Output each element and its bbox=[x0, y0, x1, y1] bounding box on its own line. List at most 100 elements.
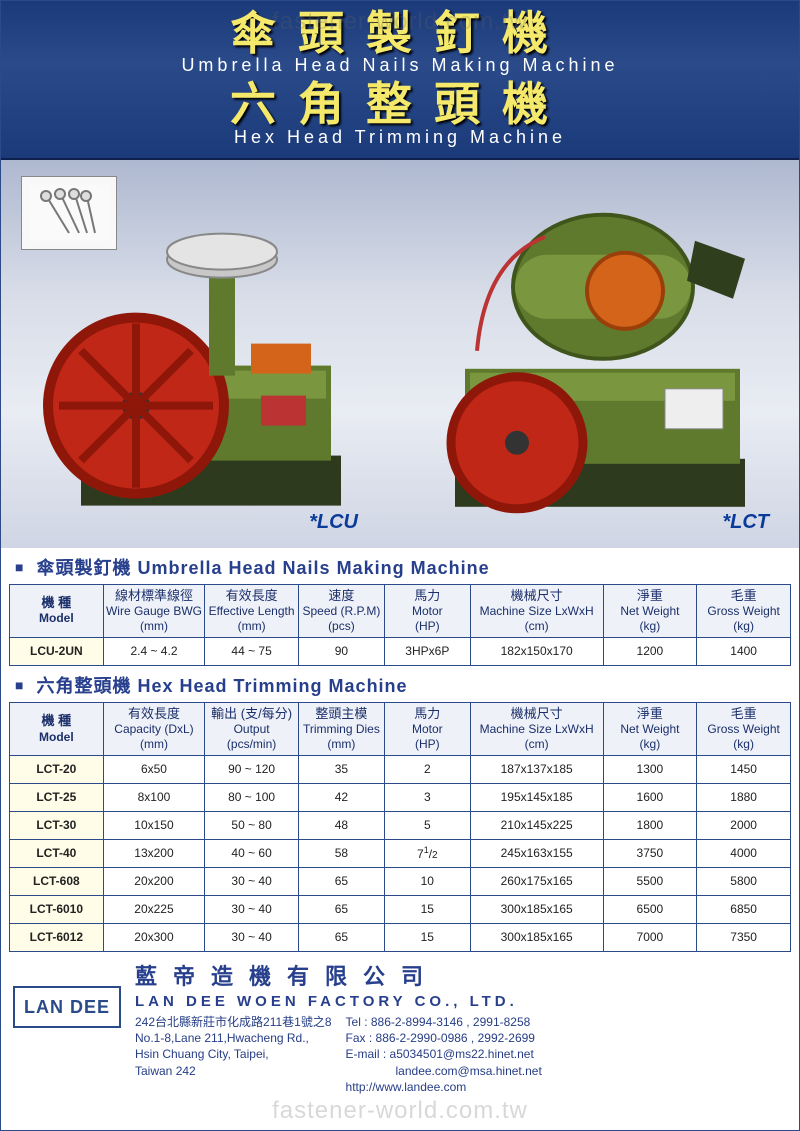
cell-value: 195x145x185 bbox=[470, 784, 603, 812]
cell-value: 15 bbox=[384, 896, 470, 924]
section1-title-en: Umbrella Head Nails Making Machine bbox=[138, 558, 490, 578]
footer-contact: Tel : 886-2-8994-3146 , 2991-8258 Fax : … bbox=[346, 1014, 542, 1095]
section1-title-cn: 傘頭製釘機 bbox=[36, 558, 131, 578]
machine-right-lct: *LCT bbox=[400, 170, 789, 538]
cell-value: 6x50 bbox=[103, 756, 205, 784]
cell-value: 300x185x165 bbox=[470, 896, 603, 924]
contact-fax: Fax : 886-2-2990-0986 , 2992-2699 bbox=[346, 1030, 542, 1046]
machine-left-lcu: *LCU bbox=[11, 170, 400, 538]
cell-value: 187x137x185 bbox=[470, 756, 603, 784]
column-header: 整頭主模Trimming Dies(mm) bbox=[298, 702, 384, 755]
footer-address: 242台北縣新莊市化成路211巷1號之8 No.1-8,Lane 211,Hwa… bbox=[135, 1014, 332, 1095]
cell-value: 5500 bbox=[603, 868, 697, 896]
cell-value: 42 bbox=[298, 784, 384, 812]
header-title-cn-2: 六角整頭機 bbox=[13, 80, 787, 128]
cell-value: 1450 bbox=[697, 756, 791, 784]
table-row: LCT-601020x22530 ~ 406515300x185x1656500… bbox=[10, 896, 791, 924]
section1-title: ■ 傘頭製釘機 Umbrella Head Nails Making Machi… bbox=[1, 548, 799, 584]
column-header: 輸出 (支/每分)Output(pcs/min) bbox=[205, 702, 299, 755]
cell-model: LCT-30 bbox=[10, 812, 104, 840]
cell-value: 260x175x165 bbox=[470, 868, 603, 896]
header-banner: 傘頭製釘機 Umbrella Head Nails Making Machine… bbox=[1, 1, 799, 160]
addr-cn: 242台北縣新莊市化成路211巷1號之8 bbox=[135, 1014, 332, 1030]
contact-url: http://www.landee.com bbox=[346, 1079, 542, 1095]
contact-email2: landee.com@msa.hinet.net bbox=[346, 1063, 542, 1079]
section2-title-cn: 六角整頭機 bbox=[36, 676, 131, 696]
cell-value: 15 bbox=[384, 924, 470, 952]
cell-value: 48 bbox=[298, 812, 384, 840]
table-lct: 機 種Model有效長度Capacity (DxL)(mm)輸出 (支/每分)O… bbox=[9, 702, 791, 952]
product-photo-area: *LCU *LCT bbox=[1, 160, 799, 548]
cell-value: 1880 bbox=[697, 784, 791, 812]
table-row: LCT-4013x20040 ~ 605871/2245x163x1553750… bbox=[10, 840, 791, 868]
column-header: 毛重Gross Weight(kg) bbox=[697, 702, 791, 755]
contact-tel: Tel : 886-2-8994-3146 , 2991-8258 bbox=[346, 1014, 542, 1030]
addr-en1: No.1-8,Lane 211,Hwacheng Rd., bbox=[135, 1030, 332, 1046]
cell-value: 6500 bbox=[603, 896, 697, 924]
cell-value: 245x163x155 bbox=[470, 840, 603, 868]
cell-value: 30 ~ 40 bbox=[205, 896, 299, 924]
cell-value: 65 bbox=[298, 924, 384, 952]
table-lcu: 機 種Model線材標準線徑Wire Gauge BWG(mm)有效長度Effe… bbox=[9, 584, 791, 666]
table-row: LCT-601220x30030 ~ 406515300x185x1657000… bbox=[10, 924, 791, 952]
cell-value: 20x225 bbox=[103, 896, 205, 924]
section2-title: ■ 六角整頭機 Hex Head Trimming Machine bbox=[1, 666, 799, 702]
cell-value: 182x150x170 bbox=[470, 637, 603, 665]
cell-value: 1800 bbox=[603, 812, 697, 840]
cell-value: 65 bbox=[298, 896, 384, 924]
cell-value: 6850 bbox=[697, 896, 791, 924]
cell-value: 3HPx6P bbox=[384, 637, 470, 665]
model-label-lct: *LCT bbox=[722, 511, 769, 534]
cell-value: 1400 bbox=[697, 637, 791, 665]
cell-model: LCT-25 bbox=[10, 784, 104, 812]
column-header: 線材標準線徑Wire Gauge BWG(mm) bbox=[103, 584, 205, 637]
cell-value: 58 bbox=[298, 840, 384, 868]
table-row: LCU-2UN2.4 ~ 4.244 ~ 75903HPx6P182x150x1… bbox=[10, 637, 791, 665]
cell-value: 5800 bbox=[697, 868, 791, 896]
cell-value: 2000 bbox=[697, 812, 791, 840]
cell-model: LCU-2UN bbox=[10, 637, 104, 665]
cell-value: 3750 bbox=[603, 840, 697, 868]
cell-value: 2.4 ~ 4.2 bbox=[103, 637, 205, 665]
cell-value: 13x200 bbox=[103, 840, 205, 868]
cell-value: 300x185x165 bbox=[470, 924, 603, 952]
addr-en2: Hsin Chuang City, Taipei, bbox=[135, 1046, 332, 1062]
cell-value: 3 bbox=[384, 784, 470, 812]
contact-email: E-mail : a5034501@ms22.hinet.net bbox=[346, 1046, 542, 1062]
cell-value: 44 ~ 75 bbox=[205, 637, 299, 665]
cell-model: LCT-20 bbox=[10, 756, 104, 784]
addr-en3: Taiwan 242 bbox=[135, 1063, 332, 1079]
column-header: 馬力Motor(HP) bbox=[384, 702, 470, 755]
cell-value: 71/2 bbox=[384, 840, 470, 868]
column-header: 有效長度Effective Length(mm) bbox=[205, 584, 299, 637]
cell-model: LCT-6010 bbox=[10, 896, 104, 924]
header-title-en-2: Hex Head Trimming Machine bbox=[13, 127, 787, 148]
cell-model: LCT-608 bbox=[10, 868, 104, 896]
cell-value: 7350 bbox=[697, 924, 791, 952]
cell-value: 10x150 bbox=[103, 812, 205, 840]
column-header: 淨重Net Weight(kg) bbox=[603, 702, 697, 755]
cell-value: 40 ~ 60 bbox=[205, 840, 299, 868]
cell-value: 7000 bbox=[603, 924, 697, 952]
section2-title-en: Hex Head Trimming Machine bbox=[138, 676, 408, 696]
cell-value: 210x145x225 bbox=[470, 812, 603, 840]
cell-value: 35 bbox=[298, 756, 384, 784]
page-container: 傘頭製釘機 Umbrella Head Nails Making Machine… bbox=[0, 0, 800, 1131]
cell-value: 1600 bbox=[603, 784, 697, 812]
table-row: LCT-258x10080 ~ 100423195x145x1851600188… bbox=[10, 784, 791, 812]
cell-value: 90 bbox=[298, 637, 384, 665]
header-title-en-1: Umbrella Head Nails Making Machine bbox=[13, 55, 787, 76]
cell-value: 65 bbox=[298, 868, 384, 896]
column-header: 機械尺寸Machine Size LxWxH(cm) bbox=[470, 584, 603, 637]
cell-value: 90 ~ 120 bbox=[205, 756, 299, 784]
cell-value: 8x100 bbox=[103, 784, 205, 812]
company-name-en: LAN DEE WOEN FACTORY CO., LTD. bbox=[135, 992, 787, 1012]
cell-value: 30 ~ 40 bbox=[205, 924, 299, 952]
cell-model: LCT-6012 bbox=[10, 924, 104, 952]
cell-value: 20x300 bbox=[103, 924, 205, 952]
cell-value: 2 bbox=[384, 756, 470, 784]
cell-model: LCT-40 bbox=[10, 840, 104, 868]
column-header: 馬力Motor(HP) bbox=[384, 584, 470, 637]
cell-value: 50 ~ 80 bbox=[205, 812, 299, 840]
column-header: 機械尺寸Machine Size LxWxH(cm) bbox=[470, 702, 603, 755]
